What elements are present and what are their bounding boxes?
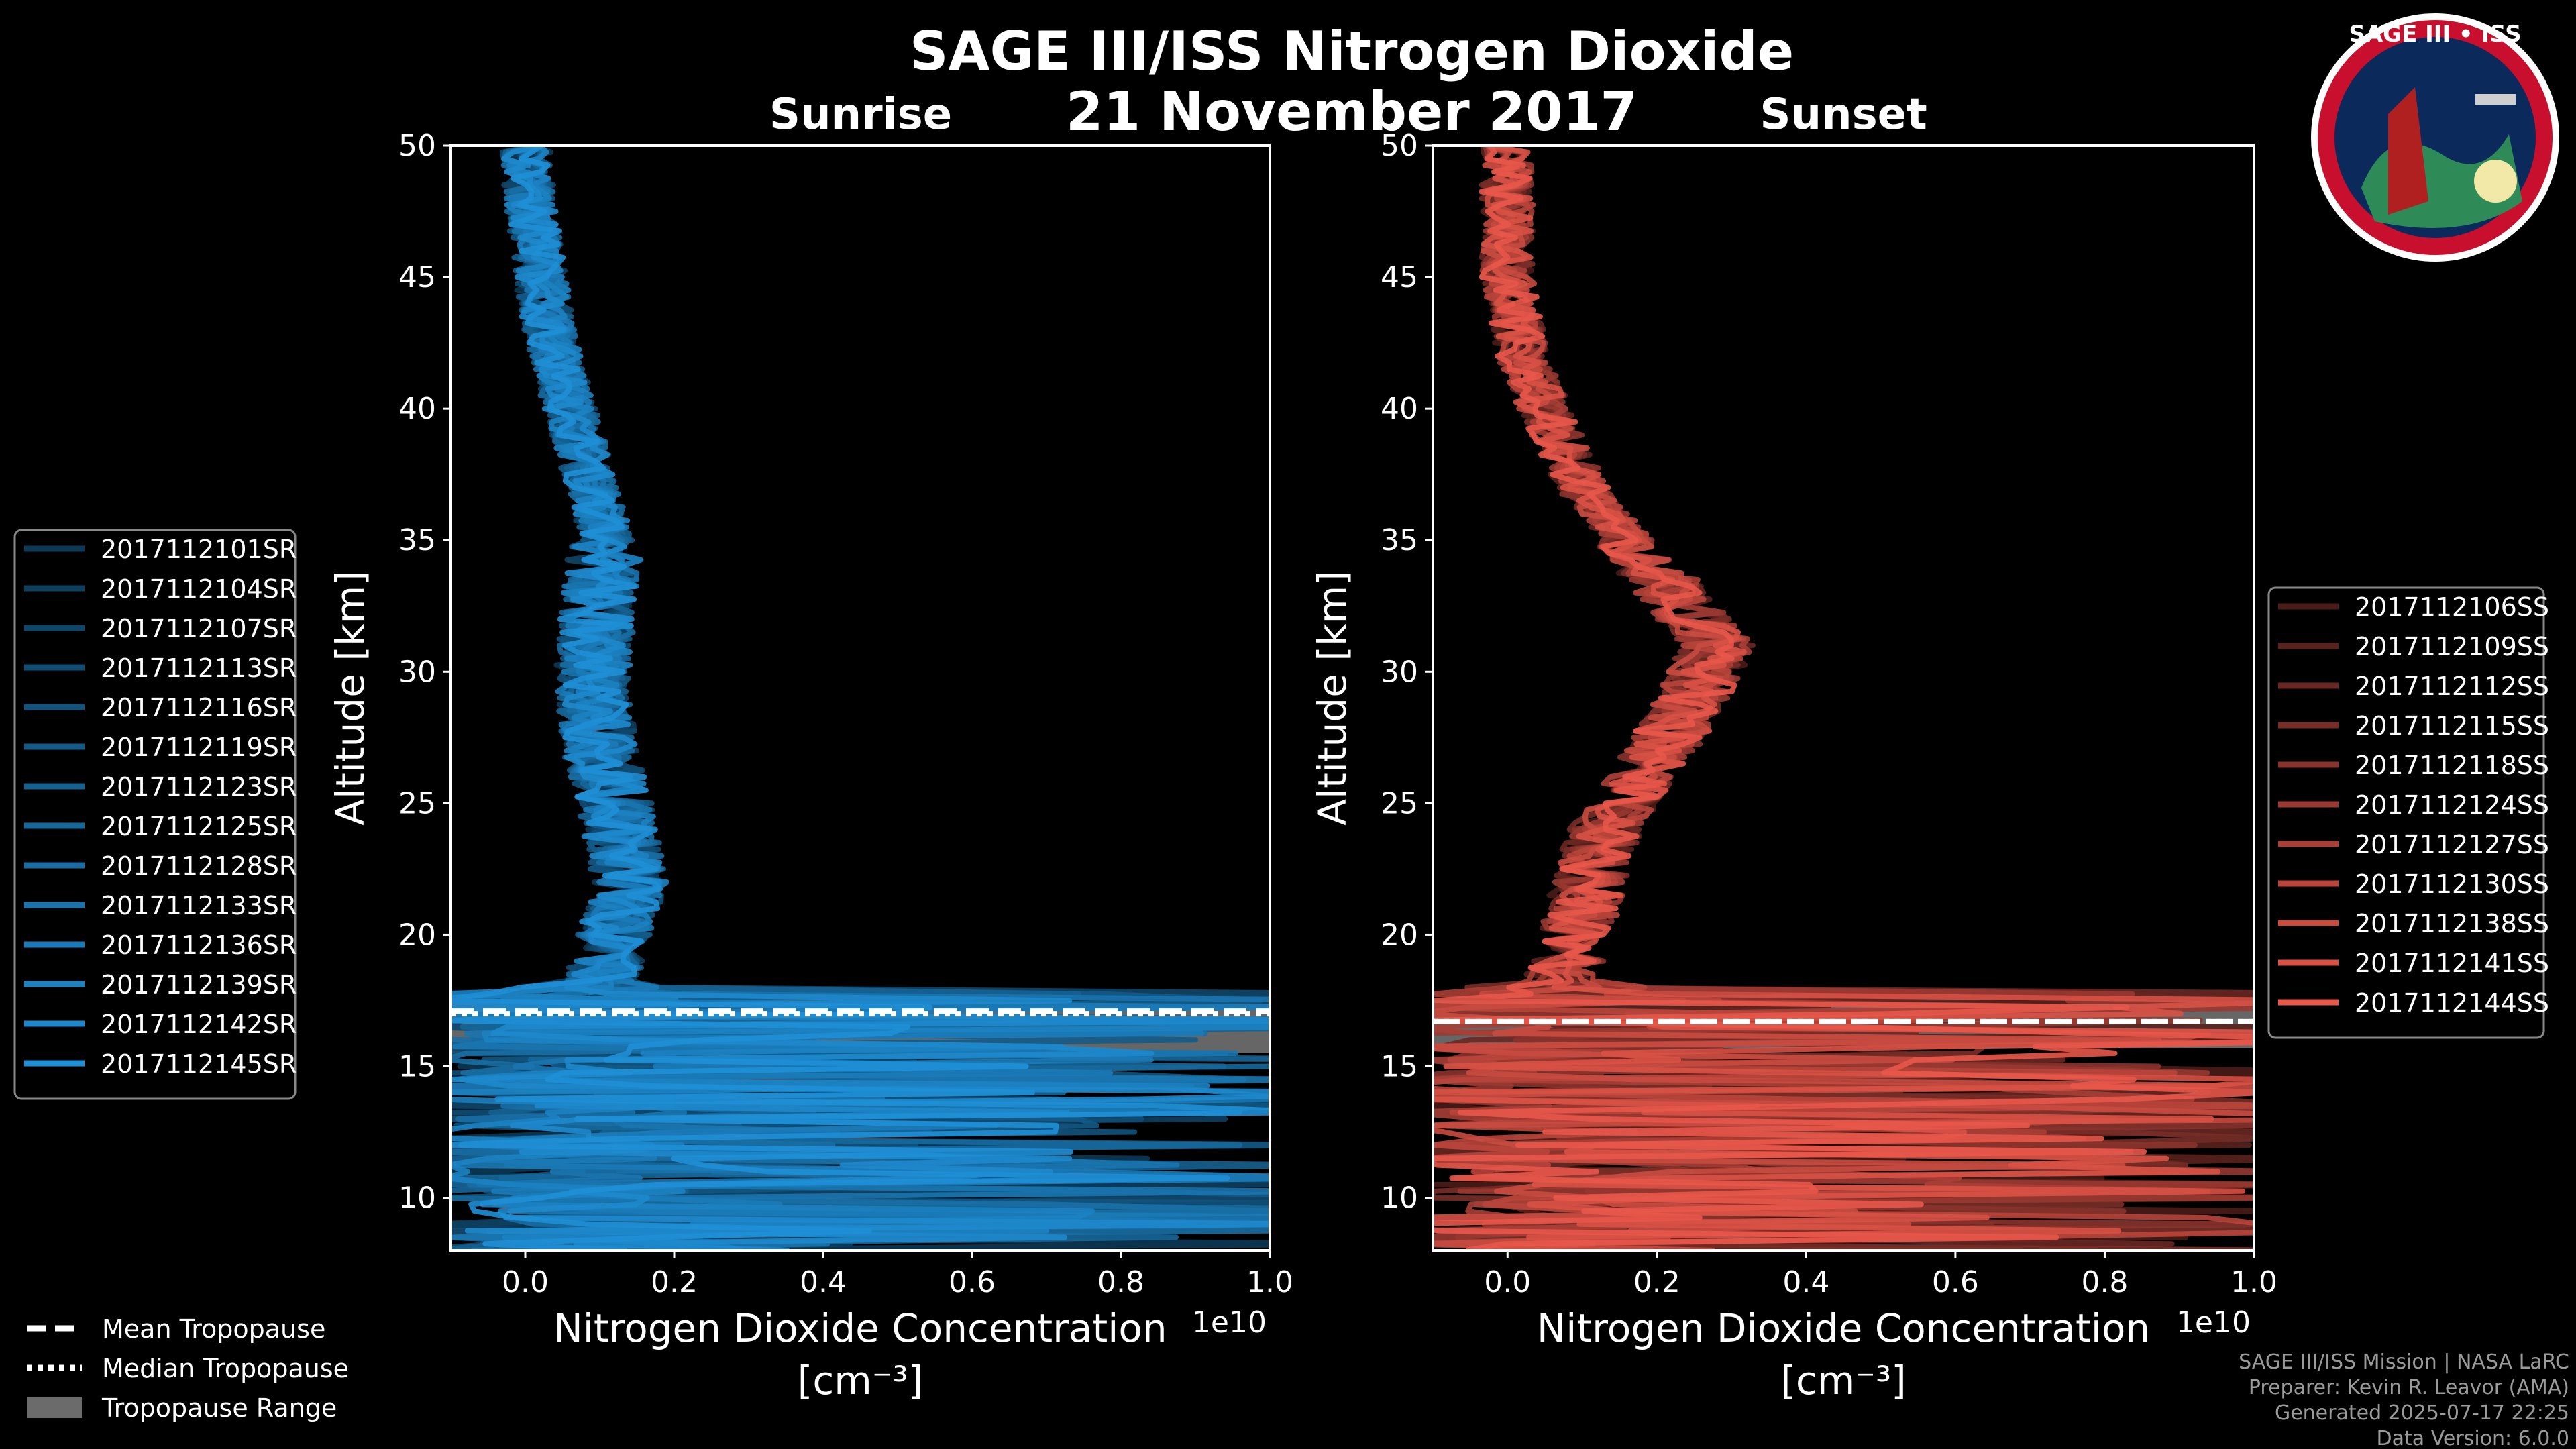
x-axis-label: Nitrogen Dioxide Concentration: [553, 1305, 1167, 1351]
legend-entry: 2017112106SS: [2355, 592, 2549, 622]
axes-frame: [449, 144, 1271, 1252]
y-tick-label: 35: [398, 523, 436, 557]
profile-line-2017112144SS: [1433, 146, 2254, 1250]
legend-entry: 2017112109SS: [2355, 632, 2549, 661]
legend-entry: 2017112116SR: [101, 693, 297, 722]
y-axis-label: Altitude [km]: [1309, 570, 1355, 825]
y-tick-label: 45: [398, 260, 436, 294]
y-tick-label: 45: [1381, 260, 1418, 294]
x-tick-label: 0.4: [800, 1265, 847, 1299]
legend-entry: Tropopause Range: [101, 1393, 337, 1423]
legend-entry: 2017112138SS: [2355, 909, 2549, 938]
y-tick-label: 15: [1381, 1050, 1418, 1084]
x-tick-label: 0.0: [502, 1265, 549, 1299]
y-tick-label: 10: [1381, 1181, 1418, 1216]
x-tick-label: 1.0: [2231, 1265, 2277, 1299]
y-tick-label: 20: [398, 918, 436, 952]
logo-text: SAGE III • ISS: [2349, 21, 2521, 48]
legend-entry: 2017112123SR: [101, 772, 297, 802]
legend-entry: 2017112128SR: [101, 851, 297, 881]
y-tick-label: 15: [398, 1050, 436, 1084]
legend-entry: 2017112142SR: [101, 1010, 297, 1039]
legend-entry: 2017112125SR: [101, 812, 297, 841]
figure-title: SAGE III/ISS Nitrogen Dioxide: [910, 20, 1794, 83]
y-tick-label: 35: [1381, 523, 1418, 557]
tropopause-legend: Mean Tropopause Median Tropopause Tropopau…: [27, 1314, 349, 1423]
legend-entry: 2017112139SR: [101, 970, 297, 1000]
x-tick-label: 0.6: [949, 1265, 996, 1299]
credit-line: Generated 2025-07-17 22:25: [2275, 1401, 2569, 1425]
sunrise-panel: Sunrise 10 15 20 25 30 35 40 45 50 0.0 0.2 0.4 0.6 0.8…: [13, 90, 1293, 1403]
x-offset-label: 1e10: [1192, 1305, 1267, 1340]
legend-entry: 2017112104SR: [101, 574, 297, 604]
legend-entry: 2017112115SS: [2355, 711, 2549, 741]
figure-date: 21 November 2017: [1066, 80, 1638, 143]
x-tick-label: 0.2: [651, 1265, 698, 1299]
legend-entry: 2017112144SS: [2355, 988, 2549, 1018]
legend-entry: 2017112112SS: [2355, 672, 2549, 701]
sun-shape: [2474, 160, 2517, 203]
x-tick-label: 0.6: [1932, 1265, 1979, 1299]
y-tick-label: 40: [1381, 392, 1418, 426]
y-tick-label: 40: [398, 392, 436, 426]
y-axis-label: Altitude [km]: [327, 570, 373, 825]
x-tick-label: 0.8: [2081, 1265, 2128, 1299]
y-tick-label: 25: [398, 786, 436, 820]
x-offset-label: 1e10: [2176, 1305, 2251, 1340]
legend-entry: 2017112119SR: [101, 733, 297, 762]
legend-entry: Median Tropopause: [102, 1354, 349, 1383]
legend-entry: 2017112141SS: [2355, 949, 2549, 978]
profile-line-2017112145SR: [451, 146, 1270, 1250]
legend-entry: 2017112136SR: [101, 930, 297, 960]
y-tick-label: 30: [1381, 655, 1418, 689]
series-legend: 2017112106SS 2017112109SS 2017112112SS 2017…: [2267, 586, 2549, 1039]
legend-range-swatch: [27, 1397, 82, 1418]
mission-patch-logo: SAGE III • ISS: [2311, 13, 2559, 262]
x-tick-label: 0.4: [1782, 1265, 1829, 1299]
x-axis-label: Nitrogen Dioxide Concentration: [1537, 1305, 2150, 1351]
x-tick-label: 1.0: [1246, 1265, 1293, 1299]
legend-entry: 2017112133SR: [101, 891, 297, 920]
credits-block: SAGE III/ISS Mission | NASA LaRC Prepare…: [2239, 1350, 2569, 1449]
credit-line: SAGE III/ISS Mission | NASA LaRC: [2239, 1350, 2569, 1374]
x-axis-unit: [cm⁻³]: [1780, 1358, 1907, 1403]
x-tick-label: 0.8: [1097, 1265, 1144, 1299]
sunset-panel: Sunset 10 15 20 25 30 35 40 45 50 0.0 0.2 0.4 0.6 0.8 1…: [1309, 90, 2549, 1403]
y-tick-label: 50: [398, 129, 436, 163]
legend-frame: [13, 529, 297, 1100]
y-tick-label: 30: [398, 655, 436, 689]
x-tick-label: 0.2: [1633, 1265, 1680, 1299]
panel-title: Sunrise: [769, 90, 952, 140]
plot-area: [451, 146, 1270, 1250]
legend-entry: Mean Tropopause: [102, 1314, 325, 1344]
credit-line: Preparer: Kevin R. Leavor (AMA): [2249, 1376, 2569, 1399]
panel-title: Sunset: [1760, 90, 1927, 140]
y-tick-label: 50: [1381, 129, 1418, 163]
legend-entry: 2017112113SR: [101, 653, 297, 683]
x-axis-unit: [cm⁻³]: [798, 1358, 924, 1403]
legend-entry: 2017112127SS: [2355, 830, 2549, 859]
legend-entry: 2017112145SR: [101, 1049, 297, 1079]
axes-frame: [1432, 144, 2255, 1252]
series-legend: 2017112101SR 2017112104SR 2017112107SR 2017…: [13, 529, 297, 1100]
figure-shape: [2388, 87, 2428, 215]
legend-entry: 2017112124SS: [2355, 790, 2549, 820]
credit-line: Data Version: 6.0.0: [2377, 1427, 2569, 1449]
legend-entry: 2017112107SR: [101, 614, 297, 643]
y-tick-label: 20: [1381, 918, 1418, 952]
plot-area: [1433, 146, 2254, 1250]
y-tick-label: 10: [398, 1181, 436, 1216]
y-tick-label: 25: [1381, 786, 1418, 820]
x-tick-label: 0.0: [1484, 1265, 1531, 1299]
legend-entry: 2017112101SR: [101, 535, 297, 564]
iss-shape: [2475, 94, 2516, 105]
legend-entry: 2017112118SS: [2355, 751, 2549, 780]
legend-entry: 2017112130SS: [2355, 869, 2549, 899]
